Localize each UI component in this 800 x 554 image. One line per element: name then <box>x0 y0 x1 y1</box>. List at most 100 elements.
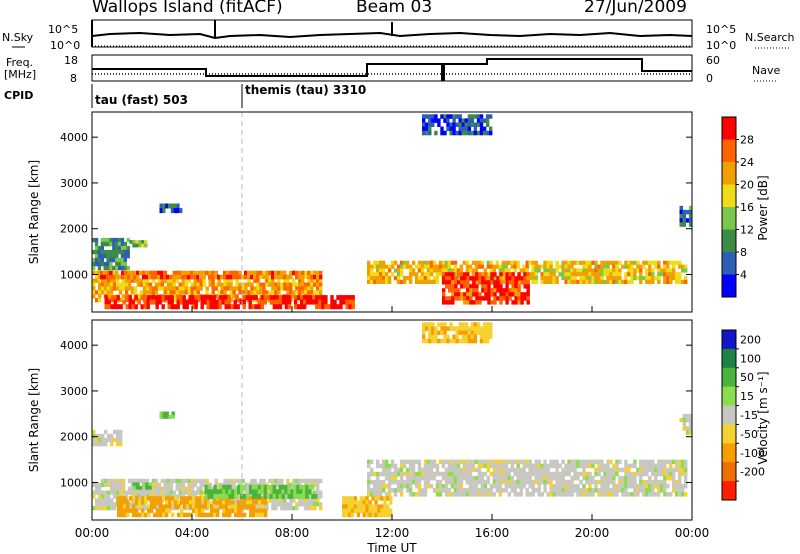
data-cell <box>130 270 134 276</box>
data-cell <box>278 493 282 499</box>
data-cell <box>249 508 253 514</box>
data-cell <box>190 490 194 495</box>
data-cell <box>688 214 693 219</box>
data-cell <box>514 276 518 281</box>
data-cell <box>425 122 429 127</box>
date-label: 27/Jun/2009 <box>584 0 687 17</box>
colorbar-swatch <box>722 443 736 463</box>
data-cell <box>191 299 195 305</box>
data-cell <box>476 322 481 327</box>
data-cell <box>504 459 508 465</box>
data-cell <box>681 492 685 497</box>
data-cell <box>470 330 475 335</box>
data-cell <box>462 459 467 465</box>
data-cell <box>289 282 293 287</box>
nsky-panel: N.Sky 10^5 10^0 10^5 10^0 N.Search <box>2 19 795 52</box>
data-cell <box>274 282 278 287</box>
data-cell <box>431 114 435 119</box>
data-cell <box>313 278 317 283</box>
data-cell <box>555 488 559 493</box>
data-cell <box>310 274 314 280</box>
data-cell <box>414 492 419 497</box>
data-cell <box>615 268 619 273</box>
data-cell <box>110 437 114 443</box>
data-cell <box>321 295 325 301</box>
data-cell <box>672 272 676 277</box>
data-cell <box>431 322 435 327</box>
data-cell <box>113 304 117 310</box>
data-cell <box>441 260 446 265</box>
data-cell <box>582 484 586 489</box>
data-cell <box>594 488 598 493</box>
data-cell <box>501 467 505 473</box>
data-cell <box>274 478 278 484</box>
data-cell <box>316 482 320 487</box>
data-cell <box>387 479 392 485</box>
data-cell <box>585 276 589 281</box>
data-cell <box>319 502 323 507</box>
data-cell <box>92 249 96 255</box>
data-cell <box>277 286 281 291</box>
data-cell <box>597 264 601 269</box>
data-cell <box>175 270 179 276</box>
data-cell <box>669 459 673 465</box>
data-cell <box>678 459 682 465</box>
data-cell <box>112 490 117 495</box>
data-cell <box>669 276 673 281</box>
data-cell <box>178 482 182 487</box>
data-cell <box>289 274 293 280</box>
nsky-tick-bottom: 10^0 <box>50 39 80 52</box>
data-cell <box>241 290 245 295</box>
data-cell <box>227 299 231 305</box>
data-cell <box>585 279 589 284</box>
data-cell <box>265 506 269 511</box>
data-cell <box>504 488 508 493</box>
data-cell <box>266 295 270 301</box>
data-cell <box>468 484 473 489</box>
data-cell <box>453 488 458 493</box>
data-cell <box>250 286 254 291</box>
data-cell <box>142 482 146 487</box>
data-cell <box>214 286 218 291</box>
data-cell <box>449 130 453 136</box>
data-cell <box>453 272 458 277</box>
data-cell <box>576 260 580 265</box>
data-cell <box>330 295 334 301</box>
data-cell <box>465 479 470 485</box>
data-cell <box>443 322 447 327</box>
data-cell <box>642 484 646 489</box>
data-cell <box>682 214 687 219</box>
data-cell <box>204 504 208 509</box>
data-cell <box>178 282 182 287</box>
data-cell <box>196 274 200 280</box>
data-cell <box>278 304 283 310</box>
data-cell <box>555 471 559 477</box>
data-cell <box>383 504 387 509</box>
data-cell <box>555 279 559 284</box>
data-cell <box>189 512 193 518</box>
data-cell <box>301 498 305 503</box>
data-cell <box>486 488 490 493</box>
data-cell <box>295 506 299 511</box>
data-cell <box>231 500 235 505</box>
data-cell <box>579 492 583 497</box>
data-cell <box>466 288 470 293</box>
data-cell <box>537 467 541 473</box>
colorbar-swatch <box>722 117 736 140</box>
data-cell <box>648 475 652 481</box>
data-cell <box>211 270 215 276</box>
data-cell <box>639 264 643 269</box>
data-cell <box>154 478 159 484</box>
data-cell <box>417 488 422 493</box>
data-cell <box>124 290 129 295</box>
data-cell <box>495 467 499 473</box>
data-cell <box>612 492 616 497</box>
data-cell <box>127 486 132 491</box>
data-cell <box>645 488 649 493</box>
data-cell <box>162 415 166 419</box>
data-cell <box>123 245 127 251</box>
data-cell <box>259 274 263 279</box>
data-cell <box>678 471 682 477</box>
data-cell <box>156 496 160 501</box>
data-cell <box>130 490 135 495</box>
